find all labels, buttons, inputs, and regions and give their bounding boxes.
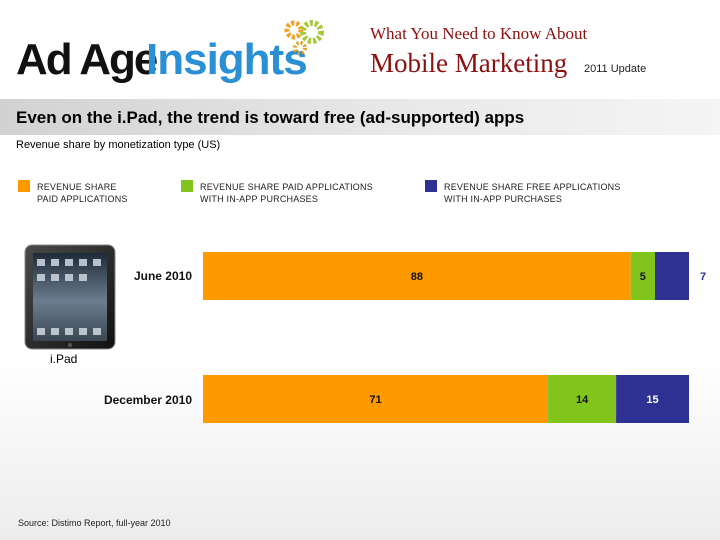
data-label-june-2010-series-1: 88 <box>411 271 423 283</box>
header-small-title: What You Need to Know About <box>370 24 588 43</box>
ipad-label: i.Pad <box>50 352 78 366</box>
chart-subtitle: Revenue share by monetization type (US) <box>16 139 221 151</box>
ipad-image <box>24 244 116 350</box>
data-label-june-2010-series-2: 5 <box>640 271 646 283</box>
data-label-june-2010-series-3: 7 <box>700 271 706 283</box>
data-label-december-2010-series-1: 71 <box>369 394 381 406</box>
logo-ad-age-text: Ad Age <box>16 35 157 84</box>
category-label-december-2010: December 2010 <box>103 393 192 407</box>
legend-swatch-paid <box>18 180 30 192</box>
legend-swatch-inapp-paid <box>181 180 193 192</box>
bar-december-2010-series-1 <box>203 375 549 423</box>
title-band <box>0 99 720 135</box>
data-label-december-2010-series-2: 14 <box>576 394 589 406</box>
ad-age-insights-logo: Ad Age Insights <box>16 20 324 84</box>
logo-insights-text: Insights <box>146 35 307 84</box>
legend-swatch-inapp-free <box>425 180 437 192</box>
bar-december-2010-series-2 <box>548 375 617 423</box>
header-big-title: Mobile Marketing <box>370 48 568 78</box>
source-note: Source: Distimo Report, full-year 2010 <box>18 518 171 528</box>
header-update: 2011 Update <box>584 63 647 75</box>
legend-label-inapp-free: REVENUE SHARE FREE APPLICATIONS WITH IN-… <box>444 182 621 204</box>
data-label-december-2010-series-3: 15 <box>646 394 658 406</box>
gear-icon <box>284 20 324 55</box>
category-label-june-2010: June 2010 <box>133 269 192 283</box>
bar-june-2010-series-3 <box>654 252 689 300</box>
chart-title: Even on the i.Pad, the trend is toward f… <box>16 108 525 127</box>
bar-june-2010-series-1 <box>203 252 631 300</box>
legend-label-inapp-paid: REVENUE SHARE PAID APPLICATIONS WITH IN-… <box>200 182 373 204</box>
bar-june-2010-series-2 <box>630 252 655 300</box>
bar-december-2010-series-3 <box>616 375 689 423</box>
legend-label-paid: REVENUE SHARE PAID APPLICATIONS <box>37 182 128 204</box>
